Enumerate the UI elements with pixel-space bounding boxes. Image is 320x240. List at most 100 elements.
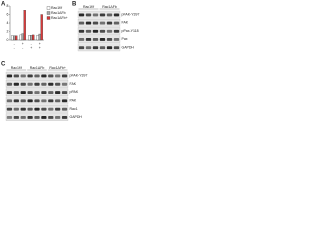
band: [106, 46, 113, 50]
band: [92, 46, 99, 50]
band: [61, 91, 68, 94]
band: [78, 46, 85, 50]
y-tick-label: 6: [7, 12, 9, 16]
row-label: pFAK-Y397: [70, 74, 88, 78]
band: [48, 74, 54, 78]
band: [48, 82, 54, 86]
legend-swatch: [46, 16, 51, 20]
band: [41, 91, 47, 94]
band: [55, 107, 61, 111]
group-label: Rac1ΔFb+: [49, 66, 66, 70]
band: [20, 91, 26, 94]
band: [85, 38, 92, 41]
bar: [32, 34, 35, 41]
treatment-label: +: [22, 42, 24, 46]
band: [41, 115, 47, 119]
band: [99, 46, 106, 50]
band: [27, 99, 33, 103]
band: [6, 107, 13, 111]
band: [78, 29, 85, 33]
band: [113, 29, 120, 33]
band: [92, 29, 99, 33]
band: [78, 21, 85, 25]
band: [106, 29, 113, 33]
row-label: FAK: [70, 82, 77, 86]
bar: [30, 35, 33, 41]
band: [27, 91, 33, 94]
band: [41, 99, 47, 103]
treatment-label: +: [39, 46, 41, 50]
row-label: FAK: [122, 21, 129, 25]
bar: [21, 33, 24, 41]
band: [61, 82, 68, 86]
band: [13, 99, 19, 103]
band: [99, 38, 106, 41]
group-label: Rac1ΔFb: [30, 66, 45, 70]
row-label: pPax-Y118: [122, 29, 139, 33]
treatment-label: -: [31, 42, 33, 46]
band: [6, 82, 13, 86]
band: [61, 99, 68, 103]
figure: A B C 02468--+--+++Rac1f/fRac1ΔFbRac1ΔFb…: [1, 2, 140, 121]
y-tick-label: 4: [7, 21, 9, 25]
y-tick-label: 8: [7, 4, 9, 8]
band: [6, 74, 13, 78]
row-label: pPAK: [70, 90, 79, 94]
band: [20, 99, 26, 103]
band: [61, 74, 68, 78]
band: [113, 13, 120, 17]
blot-strip: [77, 43, 121, 52]
group-label: Rac1f/f: [11, 66, 22, 70]
y-tick-label: 2: [7, 29, 9, 33]
band: [41, 74, 47, 78]
blot-strip: [77, 27, 121, 35]
band: [27, 74, 33, 78]
y-tick-label: 0: [7, 38, 9, 42]
row-label: GAPDH: [122, 45, 135, 49]
band: [55, 91, 61, 94]
bar: [11, 35, 14, 41]
row-label: GAPDH: [70, 115, 83, 119]
band: [113, 38, 120, 41]
panel-label: A: [1, 2, 6, 8]
treatment-label: -: [14, 46, 16, 50]
band: [34, 107, 40, 111]
group-label: Rac1ΔFb: [102, 5, 117, 9]
panel-label: B: [72, 2, 77, 8]
row-label: PAK: [70, 98, 77, 102]
band: [34, 115, 40, 119]
band: [78, 38, 85, 41]
band: [99, 21, 106, 25]
band: [13, 107, 19, 111]
row-label: pFAK-Y397: [122, 13, 140, 17]
band: [20, 82, 26, 86]
bar: [19, 34, 22, 41]
band: [6, 91, 13, 94]
legend-swatch: [46, 11, 51, 15]
band: [106, 13, 113, 17]
band: [106, 38, 113, 41]
treatment-label: -: [22, 46, 24, 50]
row-label: Rac1: [70, 107, 78, 111]
band: [48, 107, 54, 111]
band: [55, 82, 61, 86]
legend-swatch: [46, 6, 51, 10]
band: [113, 21, 120, 25]
band: [6, 115, 13, 119]
legend-label: Rac1f/f: [51, 6, 62, 10]
treatment-label: +: [30, 46, 32, 50]
band: [85, 13, 92, 17]
bar: [40, 14, 43, 41]
band: [78, 13, 85, 17]
band: [61, 115, 68, 119]
treatment-label: +: [39, 42, 41, 46]
band: [55, 115, 61, 119]
band: [99, 29, 106, 33]
band: [92, 38, 99, 41]
band: [106, 21, 113, 25]
bar: [38, 33, 41, 41]
bar: [23, 10, 26, 41]
bar: [36, 35, 39, 41]
band: [41, 107, 47, 111]
panel-label: C: [1, 62, 6, 68]
